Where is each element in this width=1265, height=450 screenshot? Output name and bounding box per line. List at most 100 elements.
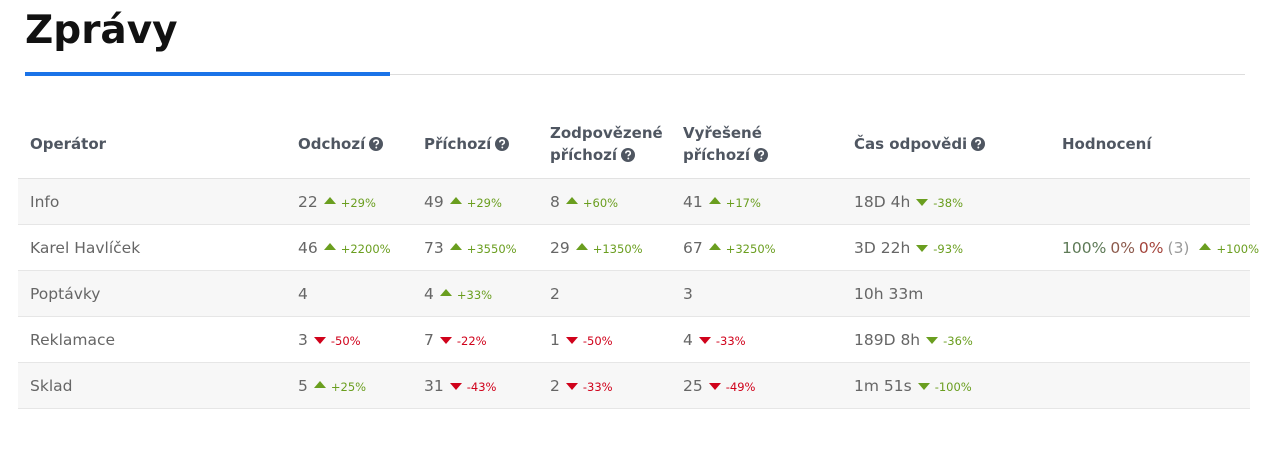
help-icon[interactable] (369, 137, 384, 151)
metric-value: 25 (683, 376, 703, 395)
metric-cell: 41 +17% (671, 178, 842, 225)
change-label: +25% (330, 379, 367, 394)
operator-cell: Sklad (18, 362, 286, 409)
help-icon[interactable] (621, 148, 636, 162)
metric-cell: 18D 4h -38% (842, 178, 1050, 225)
trend-arrow (439, 288, 452, 296)
operator-cell: Poptávky (18, 270, 286, 317)
table-head: Operátor Odchozí Příchozí Zodpovězené přích… (18, 110, 1250, 179)
metric-cell: 67 +3250% (671, 224, 842, 271)
metric-value: 22 (298, 192, 318, 211)
change-label: +3250% (725, 241, 776, 256)
metric-cell: 2 -33% (538, 362, 671, 409)
help-icon[interactable] (971, 137, 986, 151)
trend-arrow (917, 382, 930, 390)
column-header: Odchozí (286, 110, 412, 179)
change-label: +1350% (592, 241, 643, 256)
trend-arrow (926, 336, 939, 344)
change-label: -49% (725, 379, 756, 394)
column-header: Vyřešené příchozí (671, 110, 842, 179)
table-row: Reklamace 3 -50% 7 -22% 1 -50% 4 -33% 189D 8h -36% (18, 316, 1250, 363)
change-label: -33% (715, 333, 746, 348)
trend-arrow (323, 196, 336, 204)
column-label: Odchozí (298, 135, 366, 153)
trend-arrow (449, 242, 462, 250)
trend-arrow (916, 198, 929, 206)
table-row: Karel Havlíček 46 +2200% 73 +3550% 29 +1350% 67… (18, 224, 1259, 271)
metric-value: 3 (298, 330, 308, 349)
metric-value: 4 (424, 284, 434, 303)
trend-arrow (698, 336, 711, 344)
metric-cell: 1m 51s -100% (842, 362, 1050, 409)
column-header: Čas odpovědi (842, 110, 1050, 179)
metric-value: 10h 33m (854, 284, 924, 303)
trend-arrow (708, 242, 721, 250)
trend-arrow (313, 336, 326, 344)
rating-part: 100% (1062, 238, 1107, 257)
title-accent (25, 72, 390, 76)
metric-value: 3D 22h (854, 238, 911, 257)
metric-value: 31 (424, 376, 444, 395)
title-rule (25, 74, 1245, 75)
metric-cell: 10h 33m (842, 270, 1050, 317)
column-label: Příchozí (424, 135, 492, 153)
metric-value: 67 (683, 238, 703, 257)
change-label: +33% (456, 287, 493, 302)
metric-cell: 5 +25% (286, 362, 412, 409)
metric-value: 8 (550, 192, 560, 211)
metric-value: 4 (683, 330, 693, 349)
table-body: Info 22 +29% 49 +29% 8 +60% 41 +17% 18D 4h -38% Kar… (18, 178, 1259, 409)
column-header: Hodnocení (1050, 110, 1250, 179)
metric-value: 1 (550, 330, 560, 349)
rating-cell (1050, 270, 1250, 317)
change-label: -100% (934, 379, 972, 394)
header-row: Operátor Odchozí Příchozí Zodpovězené přích… (18, 110, 1250, 179)
rating-cell (1050, 316, 1250, 363)
metric-cell: 4 -33% (671, 316, 842, 363)
metric-value: 73 (424, 238, 444, 257)
trend-arrow (313, 380, 326, 388)
messages-table: Operátor Odchozí Příchozí Zodpovězené přích… (18, 110, 1259, 409)
operator-cell: Reklamace (18, 316, 286, 363)
metric-value: 29 (550, 238, 570, 257)
change-label: +60% (582, 195, 619, 210)
metric-value: 49 (424, 192, 444, 211)
help-icon[interactable] (495, 137, 510, 151)
metric-cell: 8 +60% (538, 178, 671, 225)
change-label: +17% (725, 195, 761, 210)
trend-arrow (708, 382, 721, 390)
metric-value: 2 (550, 376, 560, 395)
metric-value: 4 (298, 284, 308, 303)
metric-cell: 73 +3550% (412, 224, 538, 271)
metric-value: 46 (298, 238, 318, 257)
metric-value: 3 (683, 284, 693, 303)
change-label: -36% (943, 333, 973, 348)
column-header: Příchozí (412, 110, 538, 179)
change-label: -38% (933, 195, 963, 210)
operator-cell: Karel Havlíček (18, 224, 286, 271)
metric-cell: 4 +33% (412, 270, 538, 317)
metric-value: 41 (683, 192, 703, 211)
rating-cell: 100% 0% 0% (3) +100% (1050, 224, 1259, 271)
help-icon[interactable] (754, 148, 769, 162)
trend-arrow (575, 242, 588, 250)
metric-value: 5 (298, 376, 308, 395)
metric-cell: 1 -50% (538, 316, 671, 363)
metric-cell: 29 +1350% (538, 224, 671, 271)
metric-cell: 2 (538, 270, 671, 317)
rating-cell (1050, 362, 1250, 409)
column-label: Zodpovězené příchozí (550, 124, 663, 164)
change-label: -22% (456, 333, 487, 348)
change-label: -93% (933, 241, 963, 256)
trend-arrow (449, 382, 462, 390)
metric-cell: 3 -50% (286, 316, 412, 363)
trend-arrow (565, 382, 578, 390)
column-header: Zodpovězené příchozí (538, 110, 671, 179)
metric-cell: 46 +2200% (286, 224, 412, 271)
change-label: +29% (340, 195, 376, 210)
metric-value: 189D 8h (854, 330, 921, 349)
rating-cell (1050, 178, 1250, 225)
trend-arrow (323, 242, 336, 250)
metric-cell: 22 +29% (286, 178, 412, 225)
